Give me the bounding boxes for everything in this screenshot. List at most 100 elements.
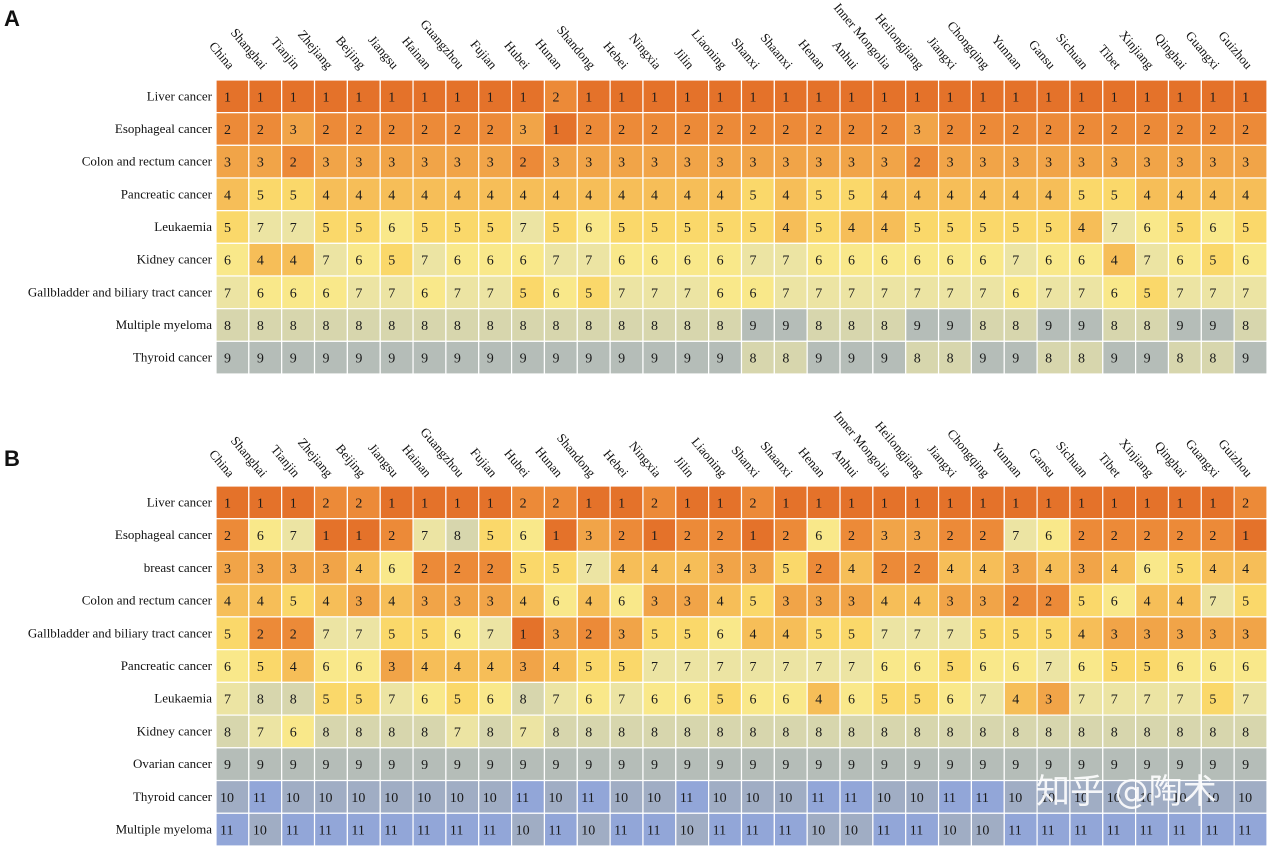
heatmap-cell-label: 3 <box>1045 693 1052 708</box>
heatmap-cell <box>806 340 841 375</box>
heatmap-cell-label: 1 <box>848 90 855 105</box>
heatmap-cell-label: 10 <box>1172 791 1186 806</box>
heatmap-cell <box>609 649 644 683</box>
heatmap-cell <box>1069 550 1104 585</box>
heatmap-cell <box>478 550 513 585</box>
row-label: Thyroid cancer <box>133 789 213 804</box>
heatmap-cell-label: 3 <box>1045 156 1052 171</box>
heatmap-cell <box>708 747 743 782</box>
heatmap-cell-label: 8 <box>1078 725 1085 740</box>
heatmap-cell <box>905 275 940 310</box>
heatmap-cell-label: 1 <box>750 529 757 544</box>
heatmap-cell <box>839 485 874 520</box>
heatmap-cell-label: 8 <box>618 725 625 740</box>
heatmap-cell <box>346 177 381 212</box>
heatmap-cell-label: 2 <box>1045 123 1052 138</box>
heatmap-cell <box>937 714 973 749</box>
heatmap-cell-label: 9 <box>618 758 625 773</box>
heatmap-cell-label: 6 <box>717 254 724 269</box>
heatmap-cell <box>1069 616 1104 651</box>
heatmap-cell-label: 5 <box>750 595 757 610</box>
heatmap-cell <box>806 308 841 342</box>
heatmap-cell <box>839 550 874 585</box>
heatmap-cell <box>412 583 447 618</box>
heatmap-cell <box>248 79 283 114</box>
heatmap-cell-label: 7 <box>782 660 789 675</box>
heatmap-cell-label: 2 <box>1242 123 1249 138</box>
heatmap-cell <box>970 144 1005 179</box>
heatmap-cell <box>445 616 480 651</box>
heatmap-cell <box>1233 616 1268 651</box>
heatmap-cell <box>576 616 611 651</box>
heatmap-cell-label: 10 <box>1008 791 1022 806</box>
heatmap-cell-label: 7 <box>487 286 494 301</box>
heatmap-cell-label: 4 <box>1078 221 1085 236</box>
heatmap-cell-label: 3 <box>1144 156 1151 171</box>
heatmap-cell-label: 3 <box>290 562 297 577</box>
column-label: Hunan <box>532 444 566 481</box>
heatmap-cell-label: 11 <box>1205 824 1218 839</box>
heatmap-cell <box>806 681 841 716</box>
heatmap-cell <box>1036 518 1071 553</box>
heatmap-cell-label: 7 <box>750 254 757 269</box>
column-label: Guizhou <box>1215 436 1256 480</box>
heatmap-cell-label: 10 <box>384 791 398 806</box>
heatmap-cell <box>937 747 973 782</box>
heatmap-panel-a: AChinaShanghaiTianjinZhejiangBeijingJian… <box>4 0 1268 375</box>
heatmap-cell-label: 10 <box>548 791 562 806</box>
heatmap-cell-label: 5 <box>651 627 658 642</box>
heatmap-cell-label: 1 <box>224 496 231 511</box>
heatmap-cell <box>905 144 940 179</box>
heatmap-cell-label: 4 <box>552 188 559 203</box>
heatmap-cell-label: 1 <box>750 90 757 105</box>
column-label: Yunnan <box>989 440 1026 480</box>
heatmap-cell <box>1003 714 1038 749</box>
column-label: Xinjiang <box>1117 435 1158 480</box>
heatmap-cell <box>1102 616 1137 651</box>
heatmap-cell-label: 2 <box>848 123 855 138</box>
heatmap-cell-label: 2 <box>815 123 822 138</box>
heatmap-cell-label: 1 <box>684 90 691 105</box>
heatmap-cell-label: 11 <box>483 824 496 839</box>
heatmap-cell-label: 7 <box>552 254 559 269</box>
heatmap-cell <box>609 177 644 212</box>
heatmap-cell <box>839 177 874 212</box>
heatmap-cell-label: 9 <box>815 352 822 367</box>
heatmap-cell <box>313 308 348 342</box>
heatmap-cell-label: 8 <box>1176 352 1183 367</box>
heatmap-cell <box>708 681 743 716</box>
heatmap-cell-label: 4 <box>947 188 954 203</box>
heatmap-cell <box>609 144 644 179</box>
heatmap-cell-label: 4 <box>224 188 231 203</box>
heatmap-cell-label: 9 <box>290 758 297 773</box>
heatmap-cell-label: 7 <box>520 221 527 236</box>
heatmap-cell <box>839 210 874 244</box>
heatmap-cell <box>510 616 546 651</box>
heatmap-cell-label: 5 <box>1144 660 1151 675</box>
heatmap-cell-label: 8 <box>651 725 658 740</box>
heatmap-cell-label: 7 <box>224 286 231 301</box>
heatmap-cell <box>281 79 316 114</box>
heatmap-cell <box>642 616 677 651</box>
heatmap-cell-label: 10 <box>680 824 694 839</box>
heatmap-cell-label: 3 <box>454 595 461 610</box>
heatmap-cell <box>872 485 907 520</box>
heatmap-cell-label: 2 <box>323 496 330 511</box>
heatmap-cell-label: 8 <box>1078 352 1085 367</box>
column-label: Hubei <box>501 446 533 480</box>
heatmap-cell <box>708 485 743 520</box>
heatmap-cell <box>281 583 316 618</box>
heatmap-cell <box>445 747 480 782</box>
heatmap-cell <box>1233 340 1268 375</box>
heatmap-cell <box>313 144 348 179</box>
heatmap-cell <box>937 518 973 553</box>
heatmap-cell-label: 6 <box>388 562 395 577</box>
heatmap-cell-label: 8 <box>1111 319 1118 334</box>
heatmap-cell <box>773 112 808 146</box>
heatmap-cell-label: 4 <box>848 562 855 577</box>
heatmap-cell-label: 7 <box>585 254 592 269</box>
heatmap-cell-label: 8 <box>585 725 592 740</box>
heatmap-cell-label: 2 <box>552 496 559 511</box>
heatmap-cell <box>379 779 414 814</box>
heatmap-cell <box>1069 275 1104 310</box>
